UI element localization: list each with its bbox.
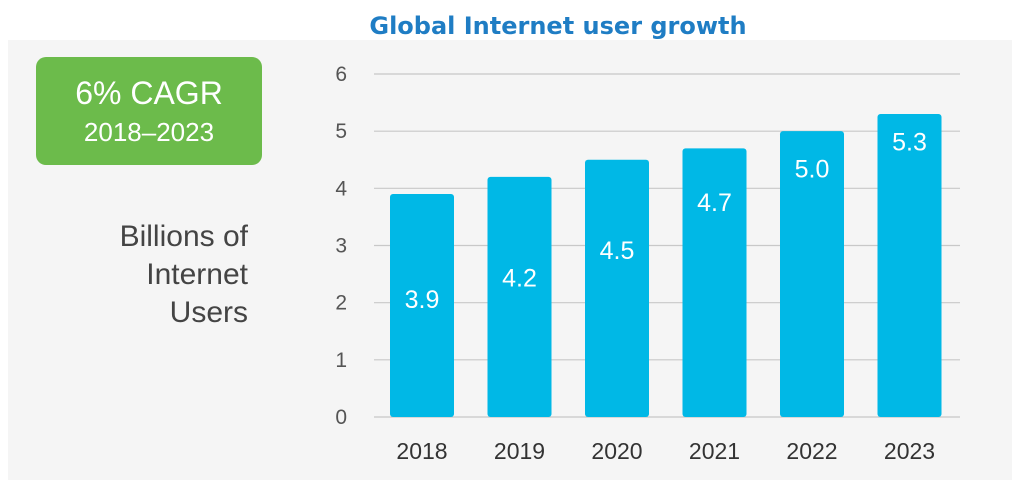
x-tick-label: 2019 <box>494 438 545 464</box>
x-tick-label: 2020 <box>591 438 642 464</box>
data-label: 4.2 <box>502 265 537 293</box>
data-label: 5.0 <box>795 155 830 183</box>
y-tick-labels: 0 1 2 3 4 5 6 <box>335 63 347 429</box>
x-tick-label: 2018 <box>396 438 447 464</box>
bar <box>585 159 649 417</box>
data-label: 5.3 <box>892 128 927 156</box>
bar <box>877 114 942 418</box>
x-tick-label: 2022 <box>786 438 837 464</box>
y-tick-label: 6 <box>335 63 347 86</box>
y-tick-label: 2 <box>335 292 347 315</box>
data-label: 4.5 <box>600 237 635 265</box>
data-label: 4.7 <box>697 189 732 217</box>
cagr-badge: 6% CAGR 2018–2023 <box>36 57 262 165</box>
y-tick-label: 0 <box>335 406 347 429</box>
y-tick-label: 3 <box>335 235 347 258</box>
y-tick-label: 1 <box>335 349 347 372</box>
x-tick-labels: 2018 2019 2020 2021 2022 2023 <box>396 438 935 464</box>
bar <box>780 131 844 417</box>
y-tick-label: 5 <box>335 120 347 143</box>
cagr-main-text: 6% CAGR <box>75 75 223 111</box>
x-tick-label: 2023 <box>884 438 935 464</box>
y-tick-label: 4 <box>335 177 347 200</box>
bars <box>390 114 942 418</box>
bar <box>682 148 747 418</box>
bar <box>487 176 552 417</box>
gridlines <box>374 73 960 418</box>
data-labels: 3.9 4.2 4.5 4.7 5.0 5.3 <box>405 128 927 314</box>
cagr-period-text: 2018–2023 <box>83 117 215 147</box>
x-tick-label: 2021 <box>689 438 740 464</box>
y-axis-label: Billions of Internet Users <box>119 220 248 329</box>
bar <box>390 194 454 417</box>
chart-title: Global Internet user growth <box>369 12 747 40</box>
data-label: 3.9 <box>405 286 440 314</box>
